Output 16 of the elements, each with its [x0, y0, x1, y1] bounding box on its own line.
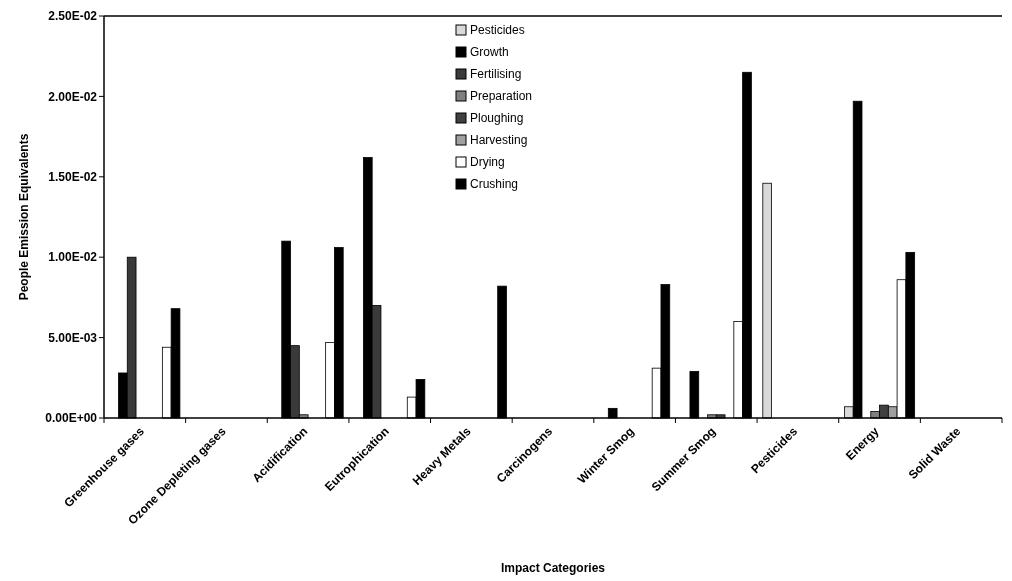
legend-label: Harvesting [470, 133, 528, 148]
legend-label: Drying [470, 155, 505, 170]
legend-label: Preparation [470, 89, 533, 104]
y-tick-label: 1.50E-02 [48, 170, 98, 184]
legend-label: Crushing [470, 177, 519, 192]
legend-label: Pesticides [470, 23, 525, 38]
y-tick-label: 1.00E-02 [48, 250, 98, 265]
y-tick-label: 2.50E-02 [48, 9, 98, 24]
x-axis-title: Impact Categories [500, 561, 606, 575]
legend-label: Growth [470, 45, 509, 60]
y-tick-label: 2.00E-02 [48, 89, 98, 104]
y-tick-label: 5.00E-03 [48, 330, 98, 345]
y-axis-title: People Emission Equivalents [17, 133, 31, 301]
legend-label: Ploughing [470, 111, 524, 126]
y-tick-label: 0.00E+00 [45, 411, 98, 426]
legend-label: Fertilising [470, 67, 522, 82]
